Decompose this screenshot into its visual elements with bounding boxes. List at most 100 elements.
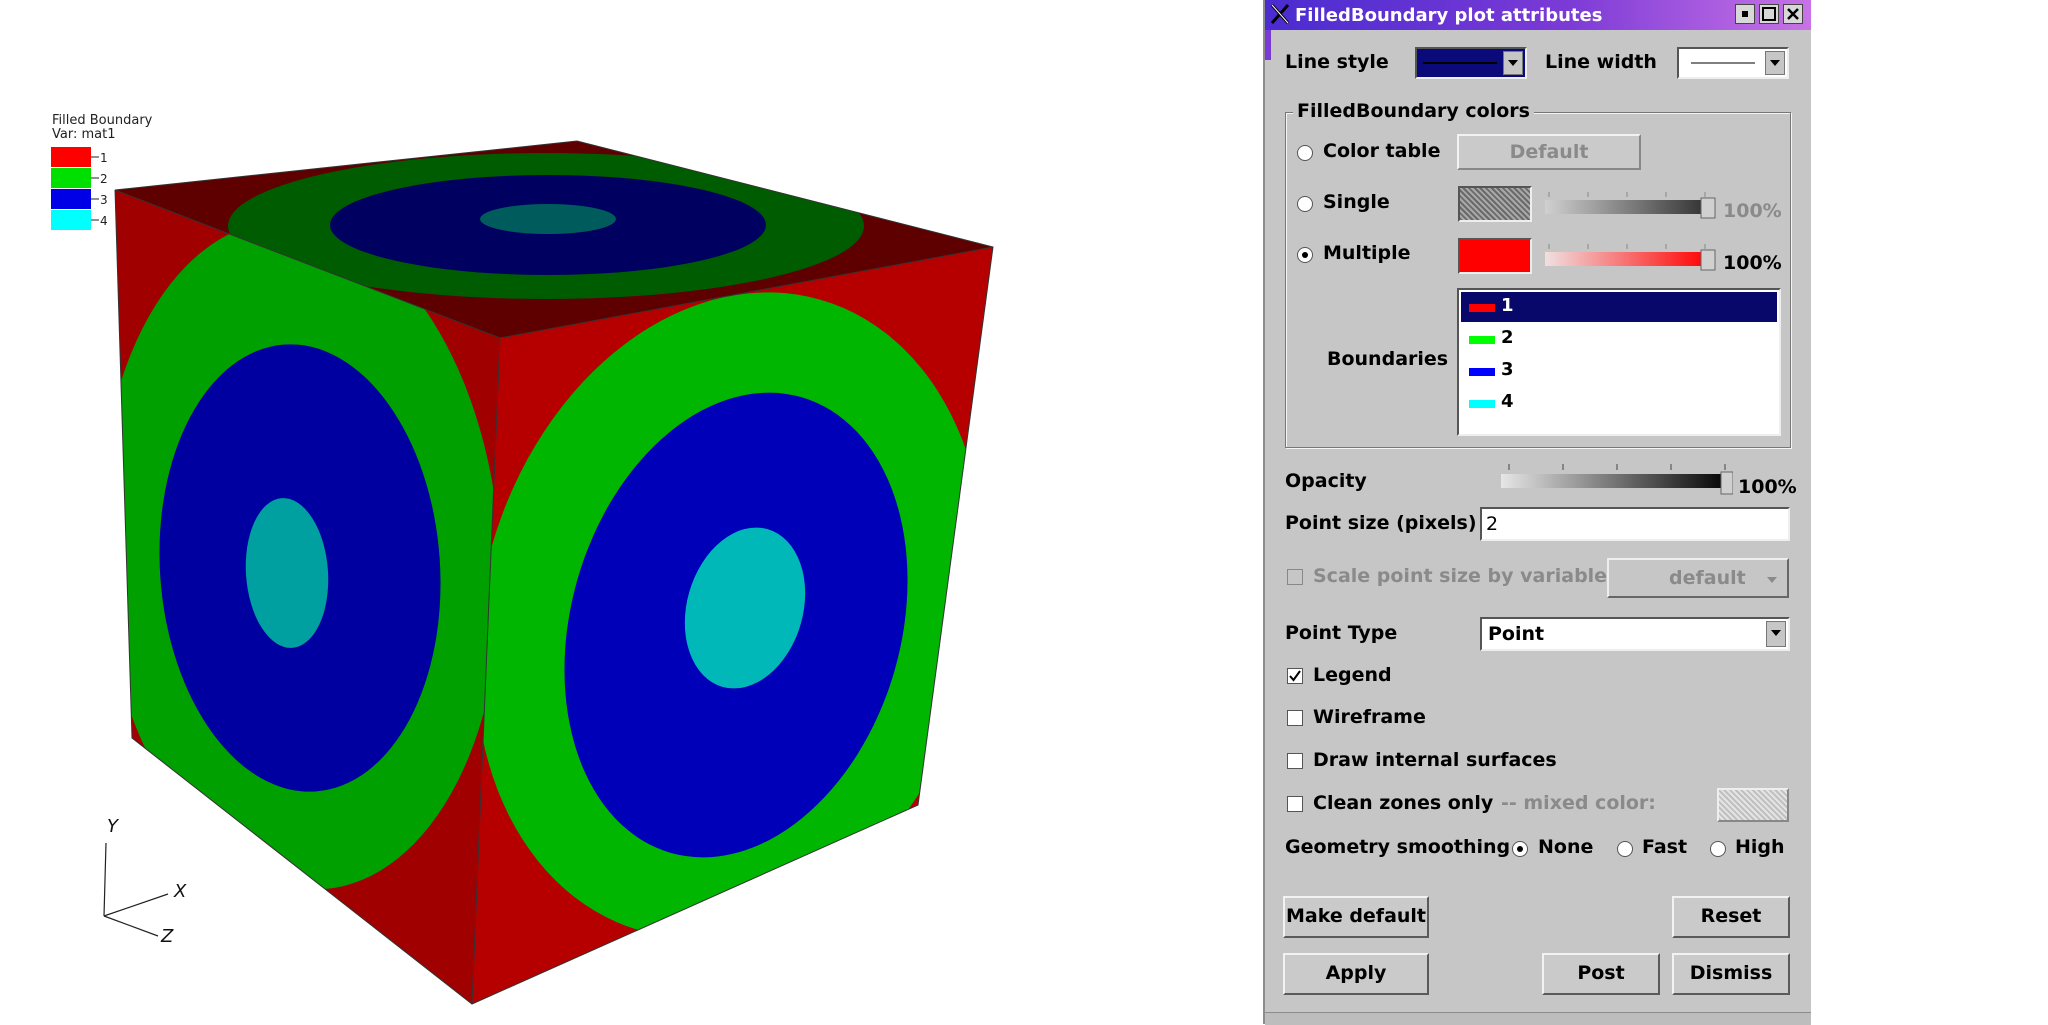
line-style-label: Line style bbox=[1285, 51, 1389, 73]
line-style-dropdown[interactable] bbox=[1415, 47, 1527, 79]
dismiss-button[interactable]: Dismiss bbox=[1672, 953, 1790, 995]
smoothing-fast-label: Fast bbox=[1642, 836, 1688, 858]
colors-group-title: FilledBoundary colors bbox=[1293, 100, 1534, 122]
internal-surfaces-label: Draw internal surfaces bbox=[1313, 749, 1557, 771]
boundaries-label: Boundaries bbox=[1327, 348, 1449, 370]
boundaries-list[interactable]: 1 2 3 4 bbox=[1457, 288, 1781, 436]
close-icon[interactable] bbox=[1783, 4, 1803, 24]
point-size-label: Point size (pixels) bbox=[1285, 512, 1477, 534]
post-button[interactable]: Post bbox=[1542, 953, 1660, 995]
color-table-radio[interactable] bbox=[1297, 145, 1313, 161]
line-width-label: Line width bbox=[1545, 51, 1657, 73]
color-table-default-button[interactable]: Default bbox=[1457, 134, 1641, 170]
x-window-icon[interactable] bbox=[1269, 3, 1291, 25]
window-accent bbox=[1265, 30, 1271, 60]
cube-edges bbox=[114, 140, 994, 1005]
geometry-smoothing-label: Geometry smoothing bbox=[1285, 836, 1511, 858]
make-default-button[interactable]: Make default bbox=[1283, 896, 1429, 938]
multiple-label: Multiple bbox=[1323, 242, 1411, 264]
boundary-list-item[interactable]: 1 bbox=[1461, 292, 1777, 322]
internal-surfaces-checkbox[interactable] bbox=[1287, 753, 1303, 769]
legend-label: 3 bbox=[100, 193, 108, 207]
legend-label: 4 bbox=[100, 214, 108, 228]
point-type-label: Point Type bbox=[1285, 622, 1398, 644]
single-color-swatch[interactable] bbox=[1458, 186, 1532, 222]
smoothing-fast-radio[interactable] bbox=[1617, 841, 1633, 857]
boundary-color-chip bbox=[1469, 336, 1495, 344]
multiple-opacity-slider[interactable] bbox=[1545, 242, 1717, 274]
mixed-color-swatch[interactable] bbox=[1717, 788, 1789, 822]
reset-button[interactable]: Reset bbox=[1672, 896, 1790, 938]
multiple-color-swatch[interactable] bbox=[1458, 238, 1532, 274]
legend-swatch bbox=[51, 168, 91, 188]
cube-left-face bbox=[115, 190, 500, 1004]
boundary-label: 4 bbox=[1501, 391, 1514, 412]
boundary-list-item[interactable]: 3 bbox=[1461, 356, 1777, 386]
axes-triad bbox=[103, 842, 169, 937]
single-radio[interactable] bbox=[1297, 196, 1313, 212]
scale-point-size-checkbox[interactable] bbox=[1287, 569, 1303, 585]
opacity-label: Opacity bbox=[1285, 470, 1367, 492]
window-bottom-border bbox=[1265, 1012, 1811, 1025]
window-titlebar[interactable]: FilledBoundary plot attributes bbox=[1265, 0, 1811, 30]
line-width-dropdown[interactable] bbox=[1677, 47, 1789, 79]
cube-right-face bbox=[472, 247, 993, 1004]
chevron-down-icon[interactable] bbox=[1766, 621, 1786, 647]
chevron-down-icon[interactable] bbox=[1503, 51, 1523, 75]
legend-checkbox[interactable] bbox=[1287, 668, 1303, 684]
checkmark-icon bbox=[1289, 670, 1301, 682]
visualization-window[interactable]: Filled Boundary Var: mat1 1 2 3 4 Y X Z bbox=[0, 0, 1260, 1024]
axis-y-label: Y bbox=[107, 816, 120, 837]
color-table-label: Color table bbox=[1323, 140, 1441, 162]
apply-button[interactable]: Apply bbox=[1283, 953, 1429, 995]
colors-groupbox bbox=[1285, 112, 1791, 448]
scale-variable-dropdown[interactable]: default bbox=[1607, 558, 1789, 598]
chevron-down-icon bbox=[1767, 577, 1777, 583]
legend-items: 1 2 3 4 bbox=[51, 147, 108, 230]
single-opacity-slider[interactable] bbox=[1545, 190, 1717, 222]
clean-zones-checkbox[interactable] bbox=[1287, 796, 1303, 812]
point-size-input[interactable]: 2 bbox=[1480, 507, 1790, 541]
wireframe-checkbox[interactable] bbox=[1287, 710, 1303, 726]
legend-label: 2 bbox=[100, 172, 108, 186]
minimize-icon[interactable] bbox=[1735, 4, 1755, 24]
boundary-color-chip bbox=[1469, 368, 1495, 376]
legend-label: 1 bbox=[100, 151, 108, 165]
opacity-value: 100% bbox=[1738, 476, 1797, 498]
multiple-radio[interactable] bbox=[1297, 247, 1313, 263]
legend-title: Filled Boundary bbox=[52, 113, 153, 128]
boundary-list-item[interactable]: 4 bbox=[1461, 388, 1777, 418]
boundary-color-chip bbox=[1469, 304, 1495, 312]
axis-x-label: X bbox=[173, 881, 187, 902]
maximize-icon[interactable] bbox=[1759, 4, 1779, 24]
smoothing-none-label: None bbox=[1538, 836, 1594, 858]
legend-label: Legend bbox=[1313, 664, 1392, 686]
scale-variable-value: default bbox=[1669, 567, 1746, 589]
cube-top-face bbox=[115, 141, 993, 338]
clean-zones-label: Clean zones only bbox=[1313, 792, 1494, 814]
boundary-label: 2 bbox=[1501, 327, 1514, 348]
wireframe-label: Wireframe bbox=[1313, 706, 1426, 728]
legend: Filled Boundary Var: mat1 1 2 3 4 bbox=[51, 113, 153, 230]
smoothing-high-label: High bbox=[1735, 836, 1785, 858]
legend-swatch bbox=[51, 189, 91, 209]
opacity-slider[interactable] bbox=[1501, 462, 1733, 498]
axis-z-label: Z bbox=[160, 926, 174, 947]
point-type-value: Point bbox=[1488, 623, 1545, 645]
boundary-label: 1 bbox=[1501, 295, 1514, 316]
point-type-dropdown[interactable]: Point bbox=[1480, 617, 1790, 651]
mixed-color-label: -- mixed color: bbox=[1501, 792, 1656, 814]
boundary-color-chip bbox=[1469, 400, 1495, 408]
legend-swatch bbox=[51, 147, 91, 167]
single-label: Single bbox=[1323, 191, 1390, 213]
legend-swatch bbox=[51, 210, 91, 230]
boundary-list-item[interactable]: 2 bbox=[1461, 324, 1777, 354]
chevron-down-icon[interactable] bbox=[1765, 51, 1785, 75]
smoothing-none-radio[interactable] bbox=[1512, 841, 1528, 857]
scale-point-size-label: Scale point size by variable bbox=[1313, 565, 1608, 587]
window-title: FilledBoundary plot attributes bbox=[1295, 5, 1603, 26]
legend-variable: Var: mat1 bbox=[52, 127, 115, 142]
filledboundary-attributes-window: FilledBoundary plot attributes Line styl… bbox=[1263, 0, 1811, 1025]
boundary-label: 3 bbox=[1501, 359, 1514, 380]
smoothing-high-radio[interactable] bbox=[1710, 841, 1726, 857]
